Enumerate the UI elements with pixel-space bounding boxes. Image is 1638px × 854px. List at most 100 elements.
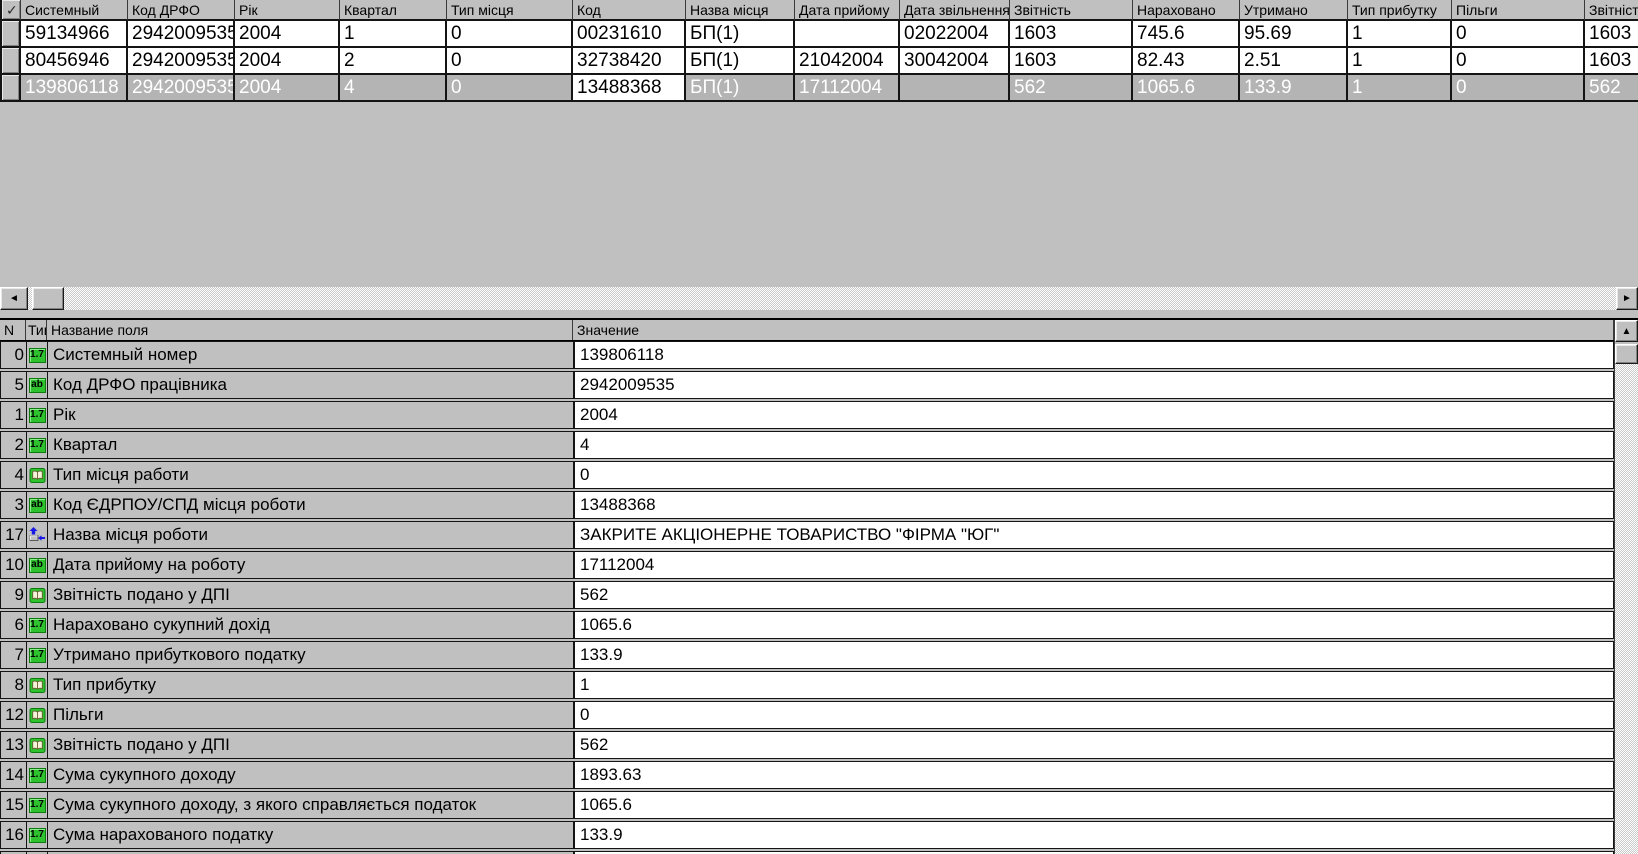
row-selector-cell[interactable] (0, 21, 21, 48)
column-header-code[interactable]: Код (573, 0, 686, 21)
scroll-left-button[interactable]: ◄ (0, 287, 28, 310)
grid-cell[interactable]: 82.43 (1133, 48, 1240, 75)
grid-cell-active[interactable]: 13488368 (573, 75, 686, 102)
grid-cell[interactable]: 0 (1452, 21, 1585, 48)
field-row[interactable]: 14 1.7 Сума сукупного доходу 1893.63 (0, 761, 1614, 789)
column-header-placename[interactable]: Назва місця (686, 0, 795, 21)
field-value[interactable]: 139806118 (574, 341, 1614, 369)
column-header-benefits[interactable]: Пільги (1452, 0, 1585, 21)
grid-cell[interactable]: 1065.6 (1133, 75, 1240, 102)
grid-cell[interactable]: 95.69 (1240, 21, 1348, 48)
grid-cell[interactable]: 4 (340, 75, 447, 102)
field-row[interactable]: 7 1.7 Утримано прибуткового податку 133.… (0, 641, 1614, 669)
record-row[interactable]: 59134966 2942009535 2004 1 0 00231610 БП… (0, 21, 1638, 48)
field-value[interactable]: 1065.6 (574, 791, 1614, 819)
field-row[interactable]: 0 1.7 Системный номер 139806118 (0, 341, 1614, 369)
field-value[interactable]: 17112004 (574, 551, 1614, 579)
scroll-up-button[interactable]: ▲ (1615, 320, 1638, 342)
field-value[interactable]: 133.9 (574, 641, 1614, 669)
grid-cell[interactable]: 32738420 (573, 48, 686, 75)
grid-cell[interactable]: 0 (447, 48, 573, 75)
field-value[interactable]: 2004 (574, 401, 1614, 429)
grid-cell[interactable]: 21042004 (795, 48, 900, 75)
grid-cell[interactable]: 17112004 (795, 75, 900, 102)
grid-cell[interactable]: 2004 (235, 21, 340, 48)
column-header-quarter[interactable]: Квартал (340, 0, 447, 21)
grid-cell[interactable]: 1 (340, 21, 447, 48)
grid-cell[interactable]: 2942009535 (128, 21, 235, 48)
grid-cell[interactable]: 1603 (1585, 48, 1638, 75)
field-value[interactable]: 13488368 (574, 491, 1614, 519)
grid-cell[interactable]: БП(1) (686, 75, 795, 102)
field-value[interactable]: 4 (574, 431, 1614, 459)
grid-cell[interactable]: 1603 (1010, 21, 1133, 48)
column-header-sysnum[interactable]: Системный (21, 0, 128, 21)
horizontal-scrollbar[interactable]: ◄ ► (0, 287, 1638, 310)
field-row[interactable]: 13 Звітність подано у ДПІ 562 (0, 731, 1614, 759)
grid-cell[interactable]: 2.51 (1240, 48, 1348, 75)
grid-cell[interactable]: 2004 (235, 48, 340, 75)
field-value[interactable]: 133.9 (574, 821, 1614, 849)
column-header-placetype[interactable]: Тип місця (447, 0, 573, 21)
grid-cell[interactable]: 1603 (1010, 48, 1133, 75)
vertical-scrollbar-track[interactable] (1615, 364, 1638, 854)
record-row[interactable]: 80456946 2942009535 2004 2 0 32738420 БП… (0, 48, 1638, 75)
grid-cell[interactable]: БП(1) (686, 48, 795, 75)
field-row[interactable]: 2 1.7 Квартал 4 (0, 431, 1614, 459)
field-value[interactable]: 2942009535 (574, 371, 1614, 399)
column-header-drfo[interactable]: Код ДРФО (128, 0, 235, 21)
field-row[interactable]: 16 1.7 Сума нарахованого податку 133.9 (0, 821, 1614, 849)
field-row[interactable]: 1 1.7 Рік 2004 (0, 401, 1614, 429)
row-selector-cell[interactable] (0, 75, 21, 102)
grid-cell[interactable]: 02022004 (900, 21, 1010, 48)
grid-cell[interactable]: 30042004 (900, 48, 1010, 75)
row-selector-cell[interactable] (0, 48, 21, 75)
field-value[interactable]: 0 (574, 461, 1614, 489)
column-header-incometype[interactable]: Тип прибутку (1348, 0, 1452, 21)
field-value[interactable]: 1893.63 (574, 761, 1614, 789)
grid-cell[interactable]: 1603 (1585, 21, 1638, 48)
grid-cell[interactable]: 745.6 (1133, 21, 1240, 48)
grid-cell[interactable]: 2942009535 (128, 48, 235, 75)
field-row[interactable]: 5 ab Код ДРФО працівника 2942009535 (0, 371, 1614, 399)
grid-cell[interactable]: 2942009535 (128, 75, 235, 102)
grid-cell[interactable]: 1 (1348, 21, 1452, 48)
grid-cell[interactable]: 0 (1452, 75, 1585, 102)
grid-cell[interactable]: 2004 (235, 75, 340, 102)
grid-cell[interactable] (900, 75, 1010, 102)
grid-cell[interactable]: 00231610 (573, 21, 686, 48)
grid-cell[interactable]: 562 (1010, 75, 1133, 102)
field-value[interactable]: 562 (574, 581, 1614, 609)
field-row[interactable]: 9 Звітність подано у ДПІ 562 (0, 581, 1614, 609)
field-row[interactable]: 8 Тип прибутку 1 (0, 671, 1614, 699)
field-row[interactable]: 10 ab Дата прийому на роботу 17112004 (0, 551, 1614, 579)
field-row[interactable]: 17 Назва місця роботи ЗАКРИТЕ АКЦІОНЕРНЕ… (0, 521, 1614, 549)
column-header-report2[interactable]: Звітність (1585, 0, 1638, 21)
field-row[interactable]: 12 Пільги 0 (0, 701, 1614, 729)
field-value[interactable]: ЗАКРИТЕ АКЦІОНЕРНЕ ТОВАРИСТВО "ФІРМА "ЮГ… (574, 521, 1614, 549)
grid-cell[interactable]: 0 (1452, 48, 1585, 75)
scroll-right-button[interactable]: ► (1616, 287, 1638, 310)
grid-cell[interactable]: 59134966 (21, 21, 128, 48)
grid-cell[interactable]: 80456946 (21, 48, 128, 75)
vertical-scrollbar-thumb[interactable] (1615, 344, 1638, 364)
field-value[interactable]: 562 (574, 731, 1614, 759)
grid-cell[interactable]: 139806118 (21, 75, 128, 102)
grid-cell[interactable]: 1 (1348, 75, 1452, 102)
column-header-accrued[interactable]: Нараховано (1133, 0, 1240, 21)
field-value[interactable]: 0 (574, 701, 1614, 729)
field-row[interactable]: 3 ab Код ЄДРПОУ/СПД місця роботи 1348836… (0, 491, 1614, 519)
vertical-scrollbar[interactable]: ▲ (1614, 320, 1638, 854)
column-header-firedate[interactable]: Дата звільнення (900, 0, 1010, 21)
grid-cell[interactable]: БП(1) (686, 21, 795, 48)
grid-cell[interactable]: 2 (340, 48, 447, 75)
select-all-header-cell[interactable]: ✓ (0, 0, 21, 21)
field-value[interactable]: 1065.6 (574, 611, 1614, 639)
field-row[interactable]: 4 Тип місця работи 0 (0, 461, 1614, 489)
column-header-year[interactable]: Рік (235, 0, 340, 21)
column-header-hiredate[interactable]: Дата прийому (795, 0, 900, 21)
grid-cell[interactable] (795, 21, 900, 48)
grid-cell[interactable]: 0 (447, 75, 573, 102)
record-row-selected[interactable]: 139806118 2942009535 2004 4 0 13488368 Б… (0, 75, 1638, 102)
column-header-withheld[interactable]: Утримано (1240, 0, 1348, 21)
